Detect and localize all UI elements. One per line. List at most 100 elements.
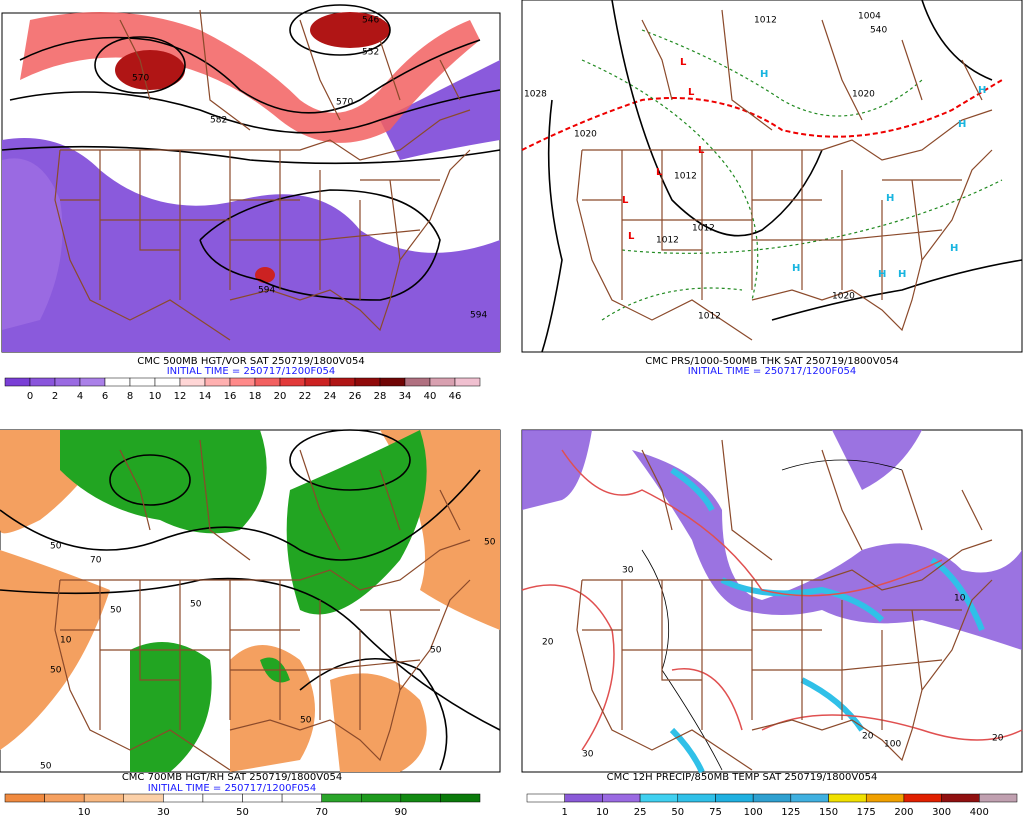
- isobar-label: 1028: [524, 90, 547, 100]
- colorbar-label: 10: [596, 807, 609, 818]
- colorbar-label: 25: [634, 807, 647, 818]
- colorbar-label: 70: [315, 807, 328, 818]
- panel-3: 50 10 50 50 50 50 70 50 50 50 CMC 700MB …: [0, 429, 501, 818]
- contour-label: 570: [336, 98, 353, 108]
- svg-text:H: H: [792, 263, 800, 274]
- colorbar-label: 150: [819, 807, 838, 818]
- colorbar-label: 50: [236, 807, 249, 818]
- contour: [109, 454, 191, 506]
- contour-label: 552: [362, 48, 379, 58]
- colorbar-swatch: [202, 793, 243, 803]
- colorbar-swatch: [941, 793, 980, 803]
- colorbar-swatch: [354, 377, 381, 387]
- colorbar-label: 26: [349, 391, 362, 402]
- colorbar-swatch: [281, 793, 322, 803]
- colorbar-swatch: [79, 377, 106, 387]
- colorbar-swatch: [400, 793, 441, 803]
- colorbar-swatch: [44, 793, 85, 803]
- contour-label: 50: [110, 606, 122, 616]
- map-frame: [521, 0, 1023, 353]
- colorbar-swatch: [129, 377, 156, 387]
- colorbar-label: 200: [894, 807, 913, 818]
- panel-2: L L L L L L H H H H H H H H 1028 1020 1012 1004 5…: [521, 0, 1023, 377]
- initial-time: INITIAL TIME = 250717/1200F054: [148, 783, 317, 794]
- contour-label: 594: [470, 311, 487, 321]
- temp-label: 10: [954, 594, 966, 604]
- contour: [94, 36, 186, 94]
- colorbar-label: 18: [249, 391, 262, 402]
- isobar-label: 1012: [698, 312, 721, 322]
- isobar-label: 1020: [852, 90, 875, 100]
- contour: [1, 145, 501, 165]
- colorbar-label: 20: [274, 391, 287, 402]
- vorticity-fill: [2, 158, 63, 330]
- colorbar-label: 28: [374, 391, 387, 402]
- svg-text:H: H: [898, 269, 906, 280]
- contour-label: 50: [190, 600, 202, 610]
- colorbar-label: 100: [744, 807, 763, 818]
- colorbar-swatch: [526, 793, 565, 803]
- contour-label: 50: [430, 646, 442, 656]
- isobar-label: 1012: [656, 236, 679, 246]
- colorbar-swatch: [828, 793, 867, 803]
- colorbar: 10 30 50 70 90: [4, 793, 481, 818]
- colorbar: 1 10 25 50 75 100 125 150 175 200 300 400: [526, 793, 1018, 818]
- temp-label: 30: [622, 566, 634, 576]
- contour-label: 100: [884, 740, 901, 750]
- colorbar-label: 24: [324, 391, 337, 402]
- colorbar-swatch: [440, 793, 481, 803]
- colorbar-swatch: [304, 377, 331, 387]
- colorbar-swatch: [4, 377, 31, 387]
- colorbar-label: 10: [78, 807, 91, 818]
- colorbar-label: 90: [394, 807, 407, 818]
- contour: [19, 36, 481, 114]
- colorbar-label: 22: [299, 391, 312, 402]
- colorbar-label: 175: [857, 807, 876, 818]
- colorbar-label: 125: [781, 807, 800, 818]
- low-markers: L L L L L L: [622, 57, 705, 242]
- vorticity-max: [115, 50, 185, 90]
- colorbar-swatch: [715, 793, 754, 803]
- colorbar-label: 34: [399, 391, 412, 402]
- temp-label: 20: [542, 638, 554, 648]
- svg-text:L: L: [698, 145, 705, 156]
- colorbar-label: 75: [709, 807, 722, 818]
- contour-label: 50: [50, 666, 62, 676]
- colorbar-label: 14: [199, 391, 212, 402]
- colorbar-swatch: [321, 793, 362, 803]
- panel-4: 30 20 10 20 30 100 20 CMC 12H PRECIP/850…: [521, 429, 1023, 818]
- vorticity-fill: [380, 60, 500, 160]
- initial-time: INITIAL TIME = 250717/1200F054: [167, 366, 336, 377]
- svg-text:H: H: [978, 85, 986, 96]
- isobar-label: 1020: [574, 130, 597, 140]
- panel-title: CMC PRS/1000-500MB THK SAT 250719/1800V0…: [645, 356, 898, 367]
- colorbar-swatch: [254, 377, 281, 387]
- colorbar-swatch: [179, 377, 206, 387]
- colorbar-label: 16: [224, 391, 237, 402]
- colorbar-swatch: [564, 793, 603, 803]
- colorbar-swatch: [4, 793, 45, 803]
- contour: [289, 429, 411, 491]
- contour-label: 50: [50, 542, 62, 552]
- temp-label: 20: [862, 732, 874, 742]
- svg-text:L: L: [628, 231, 635, 242]
- thickness-line: [581, 29, 1003, 321]
- colorbar-swatch: [639, 793, 679, 803]
- svg-text:L: L: [656, 167, 663, 178]
- svg-text:H: H: [886, 193, 894, 204]
- colorbar-swatch: [361, 793, 402, 803]
- panel-title: CMC 700MB HGT/RH SAT 250719/1800V054: [122, 772, 342, 783]
- colorbar-swatch: [790, 793, 829, 803]
- colorbar-label: 6: [102, 391, 108, 402]
- colorbar-label: 1: [562, 807, 568, 818]
- colorbar-label: 50: [671, 807, 684, 818]
- colorbar-label: 4: [77, 391, 83, 402]
- contour-label: 50: [300, 716, 312, 726]
- vorticity-max: [310, 12, 390, 48]
- colorbar-label: 8: [127, 391, 133, 402]
- isobar-label: 1020: [832, 292, 855, 302]
- colorbar-swatch: [404, 377, 431, 387]
- colorbar-label: 10: [149, 391, 162, 402]
- svg-text:H: H: [958, 119, 966, 130]
